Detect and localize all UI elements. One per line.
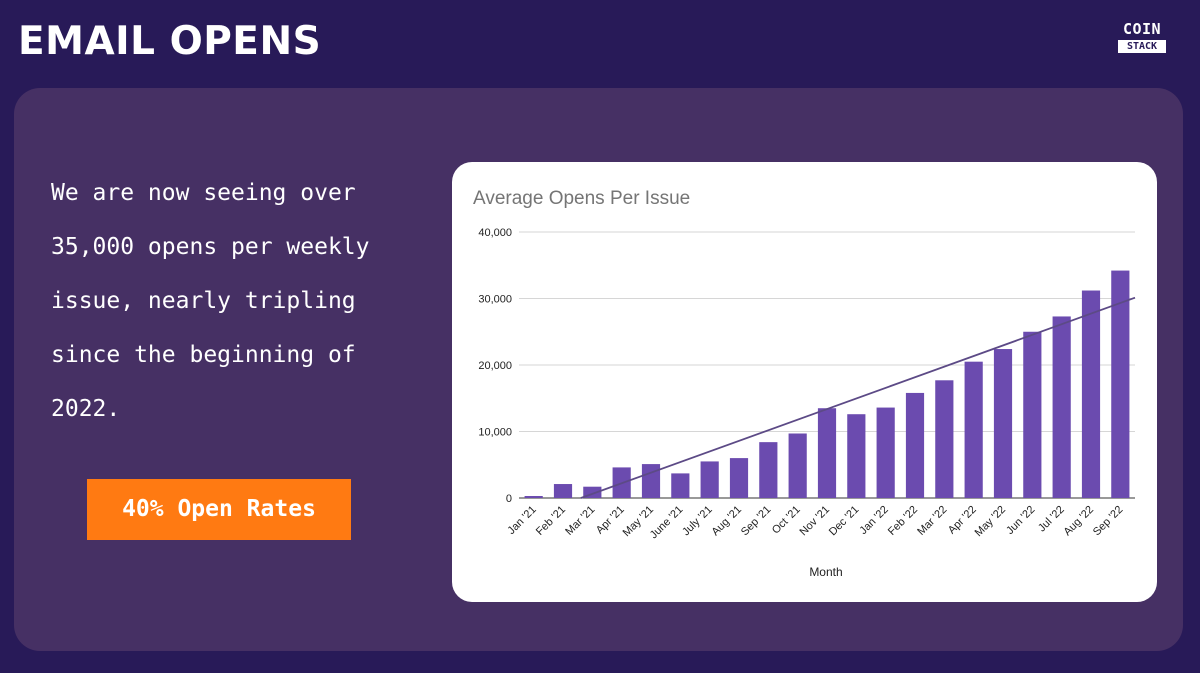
bar bbox=[553, 484, 573, 498]
bar bbox=[641, 464, 661, 498]
x-axis-label: Month bbox=[809, 565, 842, 579]
bar bbox=[1023, 331, 1042, 498]
x-tick-label: May '22 bbox=[973, 504, 1008, 539]
description-line: issue, nearly tripling bbox=[51, 288, 356, 314]
bar bbox=[993, 349, 1013, 498]
x-tick-label: Aug '21 bbox=[709, 504, 744, 539]
x-tick-label: Aug '22 bbox=[1061, 504, 1096, 539]
y-tick-label: 30,000 bbox=[478, 294, 512, 306]
x-tick-label: June '21 bbox=[648, 504, 686, 542]
logo-top-text: COIN bbox=[1122, 20, 1162, 38]
bar bbox=[524, 496, 543, 498]
x-tick-label: Nov '21 bbox=[798, 504, 833, 539]
x-tick-label: Mar '21 bbox=[563, 504, 597, 538]
x-tick-label: Sep '21 bbox=[739, 504, 774, 539]
bar bbox=[1111, 270, 1130, 498]
bar bbox=[700, 461, 719, 498]
bar bbox=[935, 380, 954, 498]
x-tick-label: Feb '21 bbox=[534, 504, 568, 538]
bar bbox=[759, 442, 778, 498]
x-tick-label: Dec '21 bbox=[827, 504, 862, 539]
x-tick-label: Jan '22 bbox=[857, 504, 890, 537]
trendline bbox=[580, 296, 1136, 499]
chart-card: Average Opens Per Issue 0 10,000 20,000 30,… bbox=[452, 162, 1157, 602]
x-tick-label: Mar '22 bbox=[915, 504, 949, 538]
y-tick-label: 10,000 bbox=[478, 427, 512, 439]
description-line: 2022. bbox=[51, 396, 121, 422]
bar bbox=[1052, 316, 1071, 498]
bar bbox=[1081, 290, 1101, 498]
description-line: since the beginning of bbox=[51, 342, 356, 368]
bar bbox=[729, 458, 749, 498]
x-tick-label: Oct '21 bbox=[770, 504, 803, 537]
page-title: EMAIL OPENS bbox=[18, 19, 322, 64]
bar bbox=[583, 486, 602, 498]
bar bbox=[905, 392, 925, 498]
x-tick-label: Jun '22 bbox=[1004, 504, 1037, 537]
chart-title: Average Opens Per Issue bbox=[473, 188, 690, 209]
bar bbox=[788, 433, 807, 498]
bar bbox=[817, 408, 837, 498]
bar bbox=[847, 414, 866, 498]
open-rates-button[interactable]: 40% Open Rates bbox=[87, 479, 351, 540]
x-tick-label: July '21 bbox=[680, 504, 715, 539]
bar bbox=[964, 361, 983, 498]
x-tick-label: Feb '22 bbox=[886, 504, 920, 538]
y-tick-label: 20,000 bbox=[478, 360, 512, 372]
y-tick-label: 40,000 bbox=[478, 227, 512, 239]
bar bbox=[876, 407, 895, 498]
bar-chart: Average Opens Per Issue 0 10,000 20,000 30,… bbox=[473, 188, 1136, 579]
logo-bottom-text: STACK bbox=[1118, 40, 1166, 53]
description-line: We are now seeing over bbox=[51, 180, 356, 206]
y-tick-label: 0 bbox=[506, 493, 512, 505]
coinstack-logo: COIN STACK bbox=[1118, 21, 1166, 53]
x-tick-label: Jan '21 bbox=[505, 504, 538, 537]
x-tick-label: Sep '22 bbox=[1091, 504, 1126, 539]
description-text: We are now seeing over 35,000 opens per … bbox=[51, 166, 431, 436]
bar bbox=[671, 473, 690, 498]
description-line: 35,000 opens per weekly bbox=[51, 234, 370, 260]
